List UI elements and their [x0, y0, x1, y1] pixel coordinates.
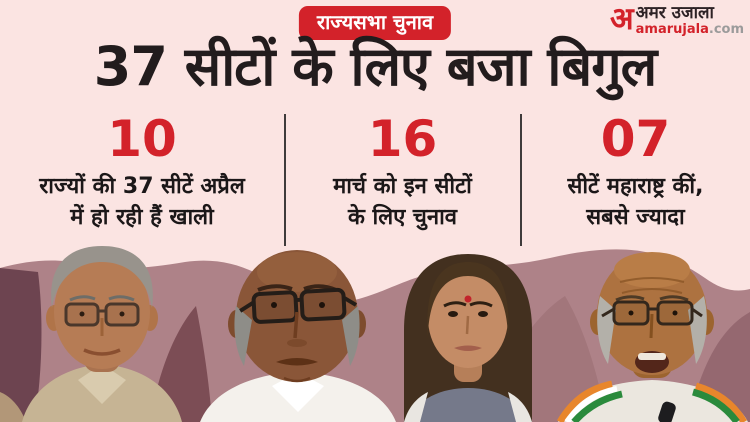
stats-row: 10 राज्यों की 37 सीटें अप्रैल में हो रही… — [0, 112, 750, 233]
stat-number: 07 — [600, 110, 671, 168]
stat-text: के लिए चुनाव — [347, 205, 458, 230]
topic-badge: राज्यसभा चुनाव — [298, 6, 452, 40]
stat-text: राज्यों की 37 सीटें अप्रैल — [39, 174, 245, 199]
column-divider — [520, 114, 522, 246]
amar-ujala-logo-mark-icon: अ — [609, 1, 634, 37]
stat-text: मार्च को इन सीटों — [333, 174, 472, 199]
amar-ujala-logo-text: अमर उजाला amarujala.com — [635, 3, 744, 37]
politician-photo-1 — [22, 246, 182, 422]
stat-number: 16 — [367, 110, 438, 168]
stat-number: 10 — [107, 110, 177, 168]
headline: 37 सीटों के लिए बजा बिगुल — [93, 35, 658, 98]
politician-photo-3 — [404, 254, 532, 422]
stat-text: सीटें महाराष्ट्र कीं, — [567, 174, 704, 199]
stat-text: सबसे ज्यादा — [586, 205, 685, 230]
column-divider — [284, 114, 286, 246]
politician-photo-4 — [556, 252, 748, 422]
amar-ujala-logo[interactable]: अ अमर उजाला amarujala.com — [609, 1, 744, 37]
logo-name: अमर उजाला — [635, 3, 714, 23]
logo-url: amarujala.com — [635, 21, 744, 37]
microphone-icon — [658, 401, 676, 422]
stat-text: में हो रही हैं खाली — [70, 205, 214, 230]
politician-photo-2 — [200, 250, 396, 422]
stat-election-date: 16 मार्च को इन सीटों के लिए चुनाव — [284, 112, 521, 233]
stat-vacant-seats: 10 राज्यों की 37 सीटें अप्रैल में हो रही… — [0, 112, 284, 233]
stat-maharashtra-seats: 07 सीटें महाराष्ट्र कीं, सबसे ज्यादा — [521, 112, 750, 233]
